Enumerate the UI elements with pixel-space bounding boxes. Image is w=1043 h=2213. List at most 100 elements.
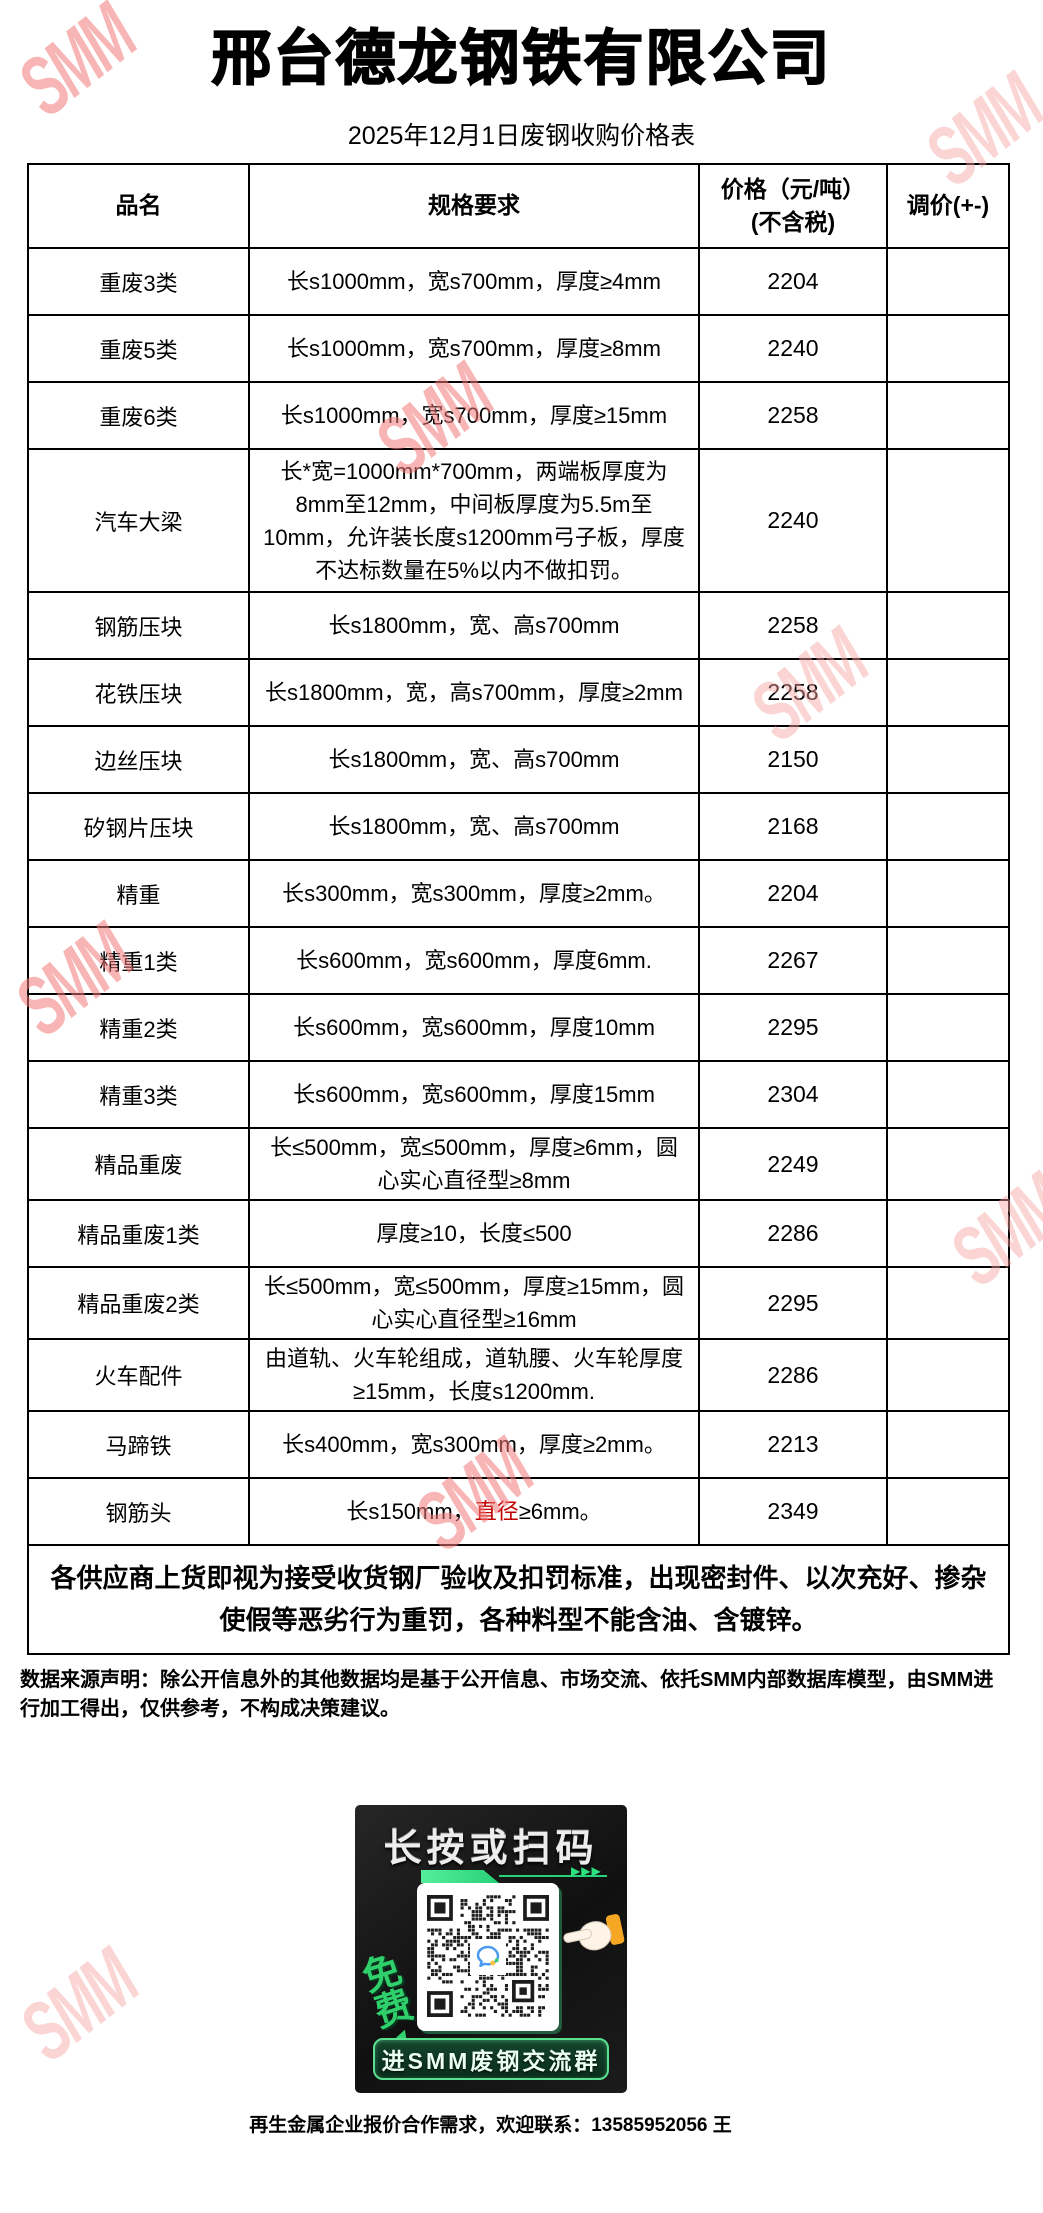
pointing-hand-icon (563, 1914, 625, 1951)
spec-cell: 长s1000mm，宽s700mm，厚度≥15mm (248, 381, 700, 450)
product-name-cell: 火车配件 (27, 1338, 250, 1412)
spec-cell: 长s400mm，宽s300mm，厚度≥2mm。 (248, 1410, 700, 1479)
table-row: 精品重废2类 长≤500mm，宽≤500mm，厚度≥15mm，圆心实心直径型≥1… (27, 1266, 1010, 1340)
price-cell: 2240 (698, 314, 888, 383)
price-cell: 2304 (698, 1060, 888, 1129)
adjust-cell (886, 1060, 1010, 1129)
table-row: 精品重废 长≤500mm，宽≤500mm，厚度≥6mm，圆心实心直径型≥8mm … (27, 1127, 1010, 1201)
adjust-cell (886, 448, 1010, 593)
price-cell: 2258 (698, 658, 888, 727)
price-cell: 2150 (698, 725, 888, 794)
price-cell: 2349 (698, 1477, 888, 1546)
adjust-cell (886, 1410, 1010, 1479)
data-source-disclaimer: 数据来源声明：除公开信息外的其他数据均是基于公开信息、市场交流、依托SMM内部数… (20, 1669, 994, 1720)
notice-row: 各供应商上货即视为接受收货钢厂验收及扣罚标准，出现密封件、以次充好、掺杂使假等恶… (27, 1544, 1010, 1655)
spec-cell: 由道轨、火车轮组成，道轨腰、火车轮厚度≥15mm，长度s1200mm. (248, 1338, 700, 1412)
product-name-cell: 重废5类 (27, 314, 250, 383)
table-row: 精重2类 长s600mm，宽s600mm，厚度10mm 2295 (27, 993, 1010, 1062)
spec-cell: 长*宽=1000mm*700mm，两端板厚度为8mm至12mm，中间板厚度为5.… (248, 448, 700, 593)
adjust-cell (886, 725, 1010, 794)
table-row: 钢筋头 长s150mm，直径≥6mm。 2349 (27, 1477, 1010, 1546)
spec-cell: 长s300mm，宽s300mm，厚度≥2mm。 (248, 859, 700, 928)
table-row: 精品重废1类 厚度≥10，长度≤500 2286 (27, 1199, 1010, 1268)
table-row: 火车配件 由道轨、火车轮组成，道轨腰、火车轮厚度≥15mm，长度s1200mm.… (27, 1338, 1010, 1412)
spec-cell: 长s600mm，宽s600mm，厚度15mm (248, 1060, 700, 1129)
table-row: 钢筋压块 长s1800mm，宽、高s700mm 2258 (27, 591, 1010, 660)
price-cell: 2204 (698, 859, 888, 928)
price-cell: 2258 (698, 591, 888, 660)
company-title: 邢台德龙钢铁有限公司 (211, 24, 832, 93)
adjust-cell (886, 1266, 1010, 1340)
price-cell: 2213 (698, 1410, 888, 1479)
join-group-button[interactable]: 进SMM废钢交流群 (373, 2038, 609, 2080)
product-name-cell: 重废3类 (27, 247, 250, 316)
qr-tab-decoration (421, 1870, 499, 1883)
qr-code-pattern (427, 1895, 549, 2017)
adjust-cell (886, 314, 1010, 383)
col-header-name: 品名 (27, 163, 250, 249)
table-row: 精重3类 长s600mm，宽s600mm，厚度15mm 2304 (27, 1060, 1010, 1129)
spec-cell: 长s150mm，直径≥6mm。 (248, 1477, 700, 1546)
table-row: 花铁压块 长s1800mm，宽，高s700mm，厚度≥2mm 2258 (27, 658, 1010, 727)
spec-cell: 长≤500mm，宽≤500mm，厚度≥15mm，圆心实心直径型≥16mm (248, 1266, 700, 1340)
qr-headline: 长按或扫码 (383, 1828, 599, 1870)
product-name-cell: 汽车大梁 (27, 448, 250, 593)
table-row: 重废5类 长s1000mm，宽s700mm，厚度≥8mm 2240 (27, 314, 1010, 383)
adjust-cell (886, 926, 1010, 995)
spec-cell: 长s1000mm，宽s700mm，厚度≥8mm (248, 314, 700, 383)
price-cell: 2295 (698, 993, 888, 1062)
adjust-cell (886, 658, 1010, 727)
adjust-cell (886, 1338, 1010, 1412)
spec-cell: 长s1800mm，宽、高s700mm (248, 792, 700, 861)
price-cell: 2168 (698, 792, 888, 861)
adjust-cell (886, 859, 1010, 928)
table-row: 汽车大梁 长*宽=1000mm*700mm，两端板厚度为8mm至12mm，中间板… (27, 448, 1010, 593)
product-name-cell: 花铁压块 (27, 658, 250, 727)
contact-line: 再生金属企业报价合作需求，欢迎联系：13585952056 王 (249, 2115, 732, 2136)
qr-dash-line (499, 1875, 607, 1877)
price-cell: 2249 (698, 1127, 888, 1201)
product-name-cell: 精品重废 (27, 1127, 250, 1201)
table-row: 马蹄铁 长s400mm，宽s300mm，厚度≥2mm。 2213 (27, 1410, 1010, 1479)
adjust-cell (886, 792, 1010, 861)
spec-cell: 长s1800mm，宽，高s700mm，厚度≥2mm (248, 658, 700, 727)
col-header-adjust: 调价(+-) (886, 163, 1010, 249)
product-name-cell: 精品重废2类 (27, 1266, 250, 1340)
adjust-cell (886, 993, 1010, 1062)
product-name-cell: 边丝压块 (27, 725, 250, 794)
product-name-cell: 矽钢片压块 (27, 792, 250, 861)
price-cell: 2240 (698, 448, 888, 593)
tax-note-line: (不含税) (750, 209, 836, 235)
price-cell: 2295 (698, 1266, 888, 1340)
price-cell: 2267 (698, 926, 888, 995)
spec-cell: 长s600mm，宽s600mm，厚度6mm. (248, 926, 700, 995)
spec-cell: 长s1000mm，宽s700mm，厚度≥4mm (248, 247, 700, 316)
price-cell: 2258 (698, 381, 888, 450)
adjust-cell (886, 381, 1010, 450)
price-table-body: 重废3类 长s1000mm，宽s700mm，厚度≥4mm 2204 重废5类 长… (27, 247, 1010, 1546)
price-cell: 2204 (698, 247, 888, 316)
price-list-title: 2025年12月1日废钢收购价格表 (347, 122, 696, 150)
table-row: 边丝压块 长s1800mm，宽、高s700mm 2150 (27, 725, 1010, 794)
adjust-cell (886, 247, 1010, 316)
table-notice: 各供应商上货即视为接受收货钢厂验收及扣罚标准，出现密封件、以次充好、掺杂使假等恶… (27, 1544, 1010, 1655)
wechat-icon (470, 1939, 506, 1975)
qr-banner[interactable]: 长按或扫码 ▶▶▶ 免费 进SMM废钢交流群 (355, 1805, 627, 2093)
table-row: 重废6类 长s1000mm，宽s700mm，厚度≥15mm 2258 (27, 381, 1010, 450)
price-cell: 2286 (698, 1338, 888, 1412)
spec-cell: 长s600mm，宽s600mm，厚度10mm (248, 993, 700, 1062)
product-name-cell: 重废6类 (27, 381, 250, 450)
spec-cell: 厚度≥10，长度≤500 (248, 1199, 700, 1268)
product-name-cell: 钢筋头 (27, 1477, 250, 1546)
table-header-row: 品名 规格要求 价格（元/吨） (不含税) 调价(+-) (27, 163, 1010, 249)
product-name-cell: 精重1类 (27, 926, 250, 995)
qr-code[interactable] (417, 1883, 559, 2031)
spec-cell: 长s1800mm，宽、高s700mm (248, 591, 700, 660)
product-name-cell: 精品重废1类 (27, 1199, 250, 1268)
adjust-cell (886, 591, 1010, 660)
product-name-cell: 精重 (27, 859, 250, 928)
product-name-cell: 精重2类 (27, 993, 250, 1062)
table-row: 精重 长s300mm，宽s300mm，厚度≥2mm。 2204 (27, 859, 1010, 928)
adjust-cell (886, 1199, 1010, 1268)
